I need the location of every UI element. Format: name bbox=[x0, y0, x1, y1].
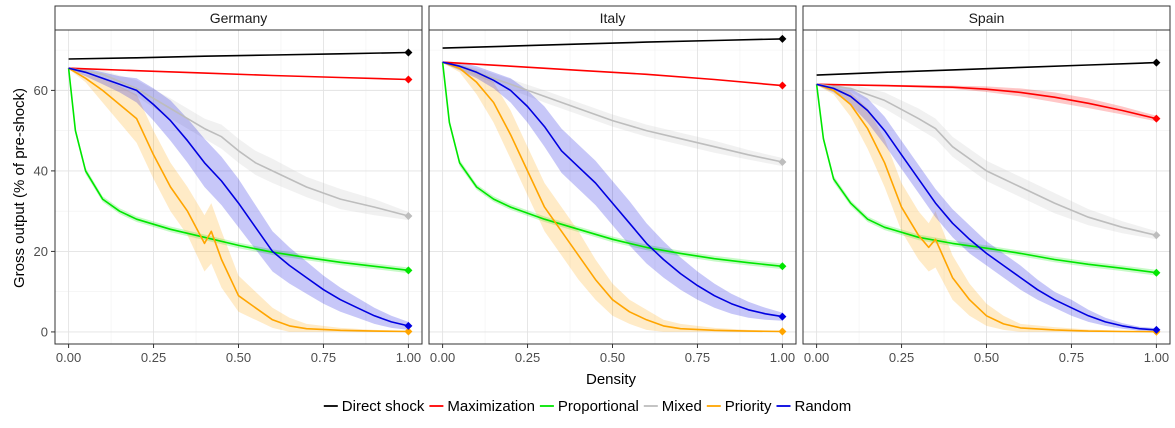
ribbon-priority bbox=[442, 61, 783, 332]
legend-label-mixed: Mixed bbox=[662, 398, 702, 415]
end-marker-priority bbox=[778, 327, 787, 336]
end-marker-mixed bbox=[1152, 231, 1161, 240]
line-proportional bbox=[441, 62, 783, 268]
legend-item-direct-shock: Direct shock bbox=[323, 398, 425, 415]
end-marker-proportional bbox=[778, 262, 787, 271]
line-maximization bbox=[68, 67, 409, 81]
end-marker-random bbox=[1152, 325, 1161, 334]
end-marker-mixed bbox=[778, 158, 787, 167]
end-marker-maximization bbox=[1152, 114, 1161, 123]
strip-italy bbox=[428, 5, 797, 31]
end-marker-random bbox=[778, 312, 787, 321]
line-mixed bbox=[816, 83, 1157, 237]
line-proportional bbox=[67, 68, 409, 272]
legend-item-priority: Priority bbox=[706, 398, 772, 415]
line-random bbox=[68, 67, 409, 327]
x-tick-label: 0.25 bbox=[141, 350, 166, 365]
ribbon-proportional bbox=[68, 67, 409, 274]
end-marker-direct-shock bbox=[778, 34, 787, 43]
strip-germany bbox=[54, 5, 423, 31]
x-tick-label: 0.00 bbox=[804, 350, 829, 365]
series-layer-italy bbox=[441, 38, 783, 333]
panel-italy: Italy 0.00 0.25 0.50 0.75 1.00 bbox=[428, 5, 797, 365]
line-random bbox=[816, 83, 1157, 331]
x-tick-label: 0.00 bbox=[430, 350, 455, 365]
ribbon-mixed bbox=[816, 83, 1157, 240]
line-mixed bbox=[442, 61, 783, 163]
end-marker-mixed bbox=[404, 211, 413, 220]
legend-label-direct-shock: Direct shock bbox=[342, 398, 425, 415]
x-axis-label: Density bbox=[586, 371, 637, 388]
line-priority bbox=[68, 67, 409, 333]
line-priority bbox=[442, 61, 783, 333]
legend-label-maximization: Maximization bbox=[447, 398, 535, 415]
ribbon-random bbox=[816, 83, 1157, 332]
legend-item-mixed: Mixed bbox=[643, 398, 702, 415]
y-tick-label: 40 bbox=[34, 163, 48, 178]
ribbon-random bbox=[68, 67, 409, 330]
y-axis-label: Gross output (% of pre-shock) bbox=[11, 88, 28, 288]
y-tick-label: 60 bbox=[34, 83, 48, 98]
line-priority bbox=[816, 83, 1157, 333]
strip-title-germany: Germany bbox=[210, 10, 268, 26]
strip-title-spain: Spain bbox=[969, 10, 1005, 26]
series-layer-spain bbox=[815, 61, 1157, 333]
ribbon-random bbox=[442, 61, 783, 321]
legend-item-maximization: Maximization bbox=[429, 398, 535, 415]
legend-item-random: Random bbox=[776, 398, 852, 415]
end-marker-proportional bbox=[1152, 268, 1161, 277]
grid-italy bbox=[429, 30, 796, 344]
legend: Direct shock Maximization Proportional Mixe… bbox=[323, 398, 852, 415]
end-marker-direct-shock bbox=[404, 48, 413, 57]
end-marker-maximization bbox=[778, 81, 787, 90]
x-tick-label: 0.50 bbox=[600, 350, 625, 365]
ribbon-priority bbox=[68, 67, 409, 332]
ribbon-mixed bbox=[442, 61, 783, 167]
x-tick-label: 1.00 bbox=[770, 350, 795, 365]
line-mixed bbox=[68, 67, 409, 217]
x-tick-label: 0.75 bbox=[685, 350, 710, 365]
panel-spain: Spain 0.00 0.25 0.50 0.75 1.00 bbox=[802, 5, 1171, 365]
x-tick-label: 1.00 bbox=[1144, 350, 1169, 365]
end-marker-random bbox=[404, 321, 413, 330]
end-marker-direct-shock bbox=[1152, 58, 1161, 67]
x-tick-label: 0.75 bbox=[311, 350, 336, 365]
line-maximization bbox=[816, 83, 1157, 120]
x-tick-label: 0.25 bbox=[515, 350, 540, 365]
panels: Germany 0.00 0.25 0.50 0.75 1.00 0 20 40 60 Italy 0… bbox=[34, 5, 1171, 365]
legend-label-random: Random bbox=[795, 398, 852, 415]
strip-title-italy: Italy bbox=[600, 10, 626, 26]
x-tick-label: 0.50 bbox=[226, 350, 251, 365]
x-tick-label: 1.00 bbox=[396, 350, 421, 365]
legend-label-priority: Priority bbox=[725, 398, 772, 415]
x-tick-label: 0.25 bbox=[889, 350, 914, 365]
x-tick-label: 0.75 bbox=[1059, 350, 1084, 365]
panel-germany: Germany 0.00 0.25 0.50 0.75 1.00 0 20 40 60 bbox=[34, 5, 423, 365]
series-layer-germany bbox=[67, 51, 409, 333]
end-marker-priority bbox=[404, 327, 413, 336]
y-tick-label: 0 bbox=[41, 324, 48, 339]
y-tick-label: 20 bbox=[34, 244, 48, 259]
line-direct-shock bbox=[816, 61, 1157, 76]
x-tick-label: 0.50 bbox=[974, 350, 999, 365]
line-direct-shock bbox=[442, 38, 783, 49]
legend-label-proportional: Proportional bbox=[558, 398, 639, 415]
legend-item-proportional: Proportional bbox=[539, 398, 639, 415]
grid-germany bbox=[55, 30, 422, 344]
line-maximization bbox=[442, 61, 783, 87]
end-marker-maximization bbox=[404, 75, 413, 84]
line-direct-shock bbox=[68, 51, 409, 60]
line-random bbox=[442, 61, 783, 318]
end-marker-proportional bbox=[404, 266, 413, 275]
ribbon-priority bbox=[816, 83, 1157, 332]
x-tick-label: 0.00 bbox=[56, 350, 81, 365]
